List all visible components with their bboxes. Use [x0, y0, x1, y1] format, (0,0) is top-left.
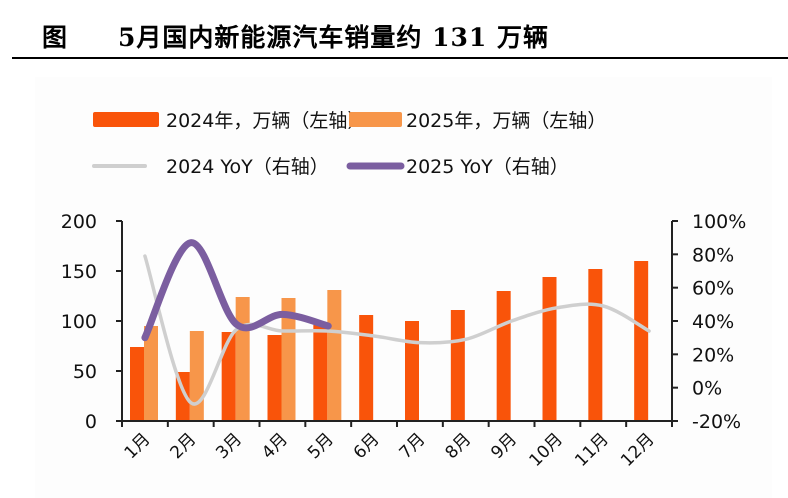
chart-title: 5月国内新能源汽车销量约 131 万辆	[118, 23, 549, 52]
right-tick-label: 40%	[692, 311, 734, 333]
legend-swatch-2024-bar	[93, 112, 159, 127]
x-tick-label: 10月	[525, 429, 566, 470]
bar-2024-10	[542, 277, 557, 421]
bar-2025-5	[327, 290, 342, 421]
bar-2025-2	[189, 331, 204, 421]
x-tick-label: 12月	[617, 429, 658, 470]
bar-2025-3	[235, 297, 250, 421]
x-tick-label: 6月	[350, 429, 384, 463]
bar-2025-4	[281, 298, 296, 421]
bar-2024-7	[405, 321, 419, 421]
bar-2024-6	[359, 315, 374, 421]
line-2024-yoy	[143, 254, 651, 406]
x-tick-label: 4月	[258, 429, 292, 463]
bars	[130, 261, 649, 421]
legend-label-2024-bar: 2024年，万辆（左轴）	[166, 110, 366, 132]
bar-2024-5	[313, 325, 328, 421]
right-tick-label: 100%	[692, 211, 746, 233]
left-axis-labels: 0 50 100 150 200	[61, 211, 122, 433]
bar-2024-12	[634, 261, 649, 421]
right-tick-label: -20%	[692, 411, 741, 433]
bar-2024-4	[267, 335, 282, 421]
left-tick-label: 0	[85, 411, 97, 433]
legend-label-2025-bar: 2025年，万辆（左轴）	[406, 110, 606, 132]
bar-2024-9	[496, 291, 511, 421]
x-tick-label: 1月	[121, 429, 155, 463]
bar-2024-1	[130, 347, 144, 421]
x-tick-label: 9月	[487, 429, 521, 463]
x-tick-label: 5月	[304, 429, 338, 463]
figure-title-bar: 图 5月国内新能源汽车销量约 131 万辆	[38, 14, 778, 54]
left-tick-label: 150	[61, 261, 97, 283]
right-tick-label: 80%	[692, 244, 734, 266]
bar-2024-3	[221, 332, 236, 421]
figure-label: 图	[42, 23, 68, 52]
right-tick-label: 60%	[692, 278, 734, 300]
left-tick-label: 100	[61, 311, 97, 333]
title-underline	[12, 57, 788, 59]
x-tick-label: 11月	[571, 429, 612, 470]
bar-2025-1	[144, 326, 158, 421]
legend-label-2024-yoy: 2024 YoY（右轴）	[166, 156, 329, 178]
legend-swatch-2025-bar	[349, 112, 402, 127]
line-2025-yoy	[141, 239, 332, 342]
x-tick-label: 3月	[212, 429, 246, 463]
x-tick-label: 2月	[166, 429, 200, 463]
legend: 2024年，万辆（左轴） 2025年，万辆（左轴） 2024 YoY（右轴） 2…	[92, 110, 606, 178]
right-tick-label: 20%	[692, 344, 734, 366]
left-tick-label: 50	[73, 361, 97, 383]
right-tick-label: 0%	[692, 378, 722, 400]
x-axis-labels: 1月 2月 3月 4月 5月 6月 7月 8月 9月 10月 11月 12月	[121, 421, 673, 471]
x-tick-label: 8月	[441, 429, 475, 463]
left-tick-label: 200	[61, 211, 97, 233]
x-tick-label: 7月	[396, 429, 430, 463]
bar-2024-8	[450, 310, 465, 421]
bar-2024-11	[588, 269, 603, 421]
lines	[141, 239, 651, 406]
chart-area	[35, 77, 772, 498]
right-axis-labels: -20% 0% 20% 40% 60% 80% 100%	[672, 211, 746, 433]
legend-label-2025-yoy: 2025 YoY（右轴）	[406, 156, 569, 178]
